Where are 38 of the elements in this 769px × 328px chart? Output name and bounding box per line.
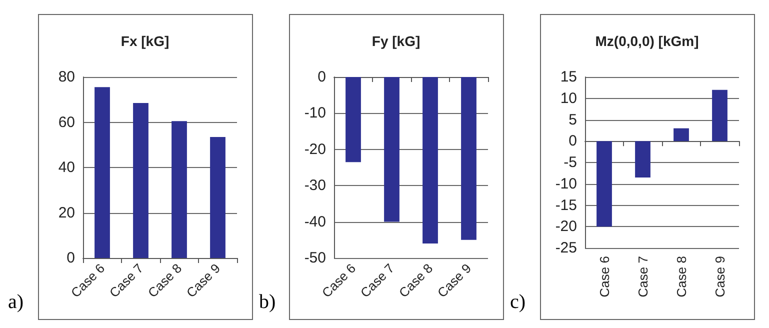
bar — [210, 136, 226, 258]
y-tick-label: 0 — [66, 250, 75, 266]
y-tick-label: 20 — [58, 204, 75, 222]
y-tick-label: -5 — [564, 154, 577, 171]
y-tick-label: 60 — [58, 114, 75, 131]
y-tick-label: 80 — [58, 68, 75, 86]
y-tick-label: -40 — [304, 213, 326, 230]
y-tick-label: 10 — [560, 90, 577, 107]
x-tick-label: Case 9 — [712, 256, 728, 298]
y-tick-label: 0 — [318, 68, 326, 86]
y-tick-label: -20 — [555, 218, 577, 236]
text: c) — [510, 291, 527, 314]
x-tick-label: Case 8 — [674, 256, 689, 298]
y-tick-label: -10 — [555, 175, 577, 192]
y-tick-label: -25 — [555, 240, 577, 256]
y-tick-label: -20 — [304, 140, 326, 158]
bar — [133, 103, 148, 258]
chart-title: Mz(0,0,0) [kGm] — [595, 33, 699, 49]
y-tick-label: 15 — [560, 68, 577, 86]
x-tick-label: Case 6 — [596, 256, 612, 298]
chart-title: Fy [kG] — [372, 33, 420, 49]
y-tick-label: -50 — [304, 250, 326, 266]
y-tick-label: -15 — [555, 196, 577, 214]
y-tick-label: -30 — [304, 177, 326, 194]
chart-title: Fx [kG] — [120, 33, 170, 49]
x-tick-label: Case 7 — [635, 256, 650, 298]
bar — [712, 90, 728, 142]
y-tick-label: 0 — [568, 132, 577, 150]
y-tick-label: -10 — [304, 104, 326, 122]
bar — [172, 121, 187, 258]
y-tick-label: 40 — [58, 159, 75, 176]
text: b) — [259, 291, 277, 314]
bar — [94, 87, 110, 258]
bar — [674, 128, 689, 142]
text: a) — [8, 291, 25, 314]
y-tick-label: 5 — [568, 111, 577, 128]
bar — [596, 141, 612, 227]
bar — [635, 141, 650, 178]
